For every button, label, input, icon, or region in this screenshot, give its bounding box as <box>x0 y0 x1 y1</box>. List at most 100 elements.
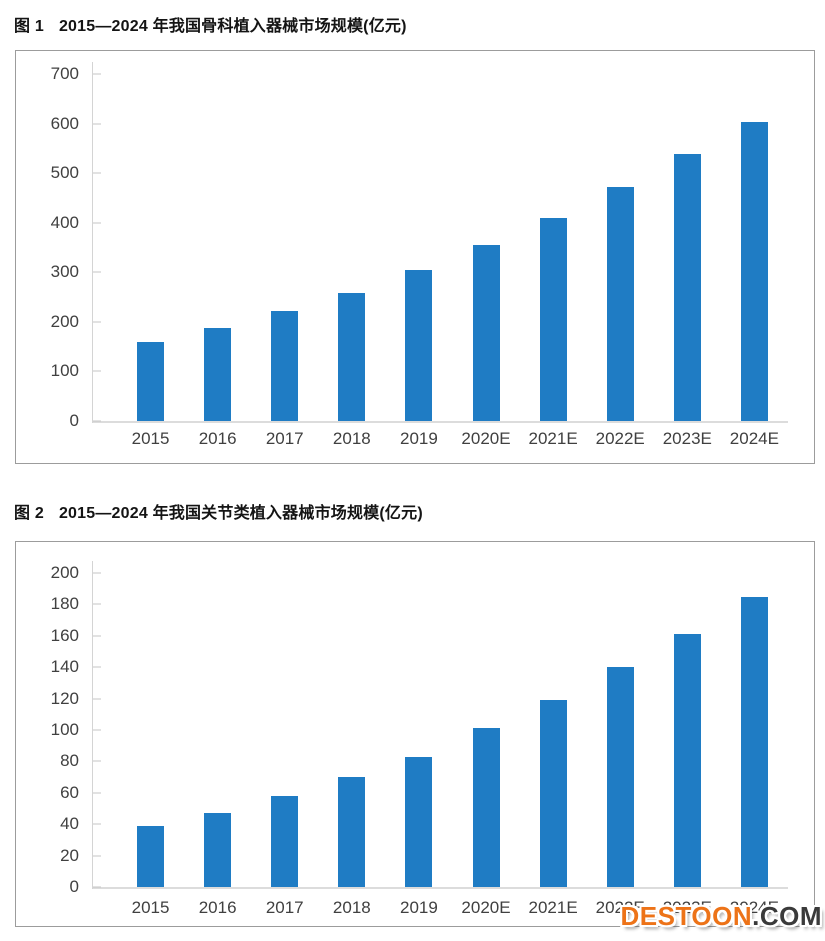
bar-2015 <box>137 825 165 887</box>
y-tick-mark <box>93 635 101 637</box>
bar-slot-2021E <box>520 573 587 887</box>
figure1-title-text: 2015—2024 年我国骨科植入器械市场规模(亿元) <box>58 18 407 35</box>
bar-2024E <box>740 122 768 421</box>
bar-2020E <box>472 244 500 421</box>
figure1-chart-panel: 0 100 200 300 400 500 600 700 2015 2016 2017 2018 2… <box>15 50 815 464</box>
x-tick-label-2017: 2017 <box>265 898 304 917</box>
x-tick-label-2024E: 2024E <box>729 898 779 917</box>
x-tick-label-2018: 2018 <box>332 898 371 917</box>
figure1-title: 图 1 2015—2024 年我国骨科植入器械市场规模(亿元) <box>14 12 407 36</box>
y-tick-mark <box>93 855 101 857</box>
figure1-y-axis-line <box>92 62 93 423</box>
y-tick-label: 100 <box>50 720 79 739</box>
y-tick-label: 300 <box>50 262 79 282</box>
y-tick-mark <box>93 603 101 605</box>
y-tick-mark <box>93 172 101 174</box>
x-tick-label-2023E: 2023E <box>662 429 712 448</box>
y-tick-label: 100 <box>50 361 79 381</box>
bar-2022E <box>606 187 634 421</box>
bar-2023E <box>673 154 701 421</box>
bar-slot-2018 <box>318 74 385 421</box>
y-tick-label: 400 <box>50 212 79 232</box>
y-tick-mark <box>93 73 101 75</box>
x-tick-label-2016: 2016 <box>198 429 237 448</box>
watermark-brand: DESTOON <box>620 901 753 931</box>
y-tick-label: 160 <box>50 625 79 645</box>
y-tick-mark <box>93 420 101 422</box>
y-tick-label: 120 <box>50 688 79 708</box>
bar-slot-2016 <box>184 573 251 887</box>
y-tick-mark <box>93 792 101 794</box>
bar-2021E <box>539 217 567 421</box>
bar-2016 <box>204 813 232 887</box>
y-tick-mark <box>93 370 101 372</box>
bar-slot-2020E <box>452 74 519 421</box>
bar-slot-2023E <box>654 573 721 887</box>
y-tick-mark <box>93 222 101 224</box>
bar-slot-2023E <box>654 74 721 421</box>
x-tick-label-2022E: 2022E <box>595 898 645 917</box>
figure2-title: 图 2 2015—2024 年我国关节类植入器械市场规模(亿元) <box>14 499 423 523</box>
bar-2019 <box>405 270 433 421</box>
figure1-x-axis-labels: 2015 2016 2017 2018 2019 2020E 2021E 2022E 2023E… <box>92 429 788 449</box>
y-tick-label: 180 <box>50 594 79 614</box>
bar-slot-2024E <box>721 573 788 887</box>
y-tick-mark <box>93 886 101 888</box>
bar-slot-2016 <box>184 74 251 421</box>
bar-slot-2022E <box>587 74 654 421</box>
y-tick-label: 40 <box>60 814 79 834</box>
bar-slot-2018 <box>318 573 385 887</box>
y-tick-label: 140 <box>50 657 79 677</box>
bar-2022E <box>606 667 634 887</box>
figure1-label: 图 1 <box>14 18 44 35</box>
bar-slot-2017 <box>251 573 318 887</box>
figure2-label: 图 2 <box>14 505 44 522</box>
bar-slot-2017 <box>251 74 318 421</box>
x-tick-label-2021E: 2021E <box>528 898 578 917</box>
y-tick-mark <box>93 123 101 125</box>
bar-slot-2024E <box>721 74 788 421</box>
watermark-suffix: .COM <box>752 901 822 931</box>
figure2-title-text: 2015—2024 年我国关节类植入器械市场规模(亿元) <box>58 505 423 522</box>
x-tick-label-2019: 2019 <box>400 898 438 917</box>
y-tick-label: 700 <box>50 64 79 83</box>
x-tick-label-2018: 2018 <box>332 429 371 448</box>
x-tick-label-2020E: 2020E <box>461 429 511 448</box>
x-tick-label-2015: 2015 <box>131 429 170 448</box>
bar-2020E <box>472 728 500 887</box>
figure2-x-axis-labels: 2015 2016 2017 2018 2019 2020E 2021E 2022E 2023E… <box>92 898 788 918</box>
bar-2024E <box>740 596 768 887</box>
destoon-watermark: DESTOON.COM <box>621 901 823 932</box>
y-tick-mark <box>93 572 101 574</box>
bar-2018 <box>338 777 366 887</box>
bar-slot-2022E <box>587 573 654 887</box>
figure2-plot-area: 0 20 40 60 80 100 120 140 160 180 200 <box>51 561 788 896</box>
y-tick-mark <box>93 321 101 323</box>
figure1-plot-area: 0 100 200 300 400 500 600 700 <box>51 62 788 430</box>
figure1-bars <box>92 74 788 421</box>
y-tick-label: 200 <box>50 311 79 331</box>
figure2-y-axis-line <box>92 561 93 889</box>
bar-slot-2015 <box>117 74 184 421</box>
y-tick-label: 20 <box>60 845 79 865</box>
bar-2019 <box>405 756 433 887</box>
bar-slot-2020E <box>452 573 519 887</box>
x-tick-label-2016: 2016 <box>198 898 237 917</box>
y-tick-mark <box>93 271 101 273</box>
x-tick-label-2022E: 2022E <box>595 429 645 448</box>
y-tick-label: 200 <box>50 563 79 582</box>
bar-2015 <box>137 341 165 421</box>
y-tick-label: 500 <box>50 163 79 183</box>
x-tick-label-2024E: 2024E <box>729 429 779 448</box>
bar-2016 <box>204 327 232 421</box>
y-tick-mark <box>93 760 101 762</box>
y-tick-label: 0 <box>69 411 79 430</box>
bar-slot-2015 <box>117 573 184 887</box>
bar-slot-2019 <box>385 573 452 887</box>
x-tick-label-2021E: 2021E <box>528 429 578 448</box>
x-tick-label-2023E: 2023E <box>662 898 712 917</box>
y-tick-label: 0 <box>69 877 79 896</box>
bar-slot-2021E <box>520 74 587 421</box>
x-tick-label-2020E: 2020E <box>461 898 511 917</box>
